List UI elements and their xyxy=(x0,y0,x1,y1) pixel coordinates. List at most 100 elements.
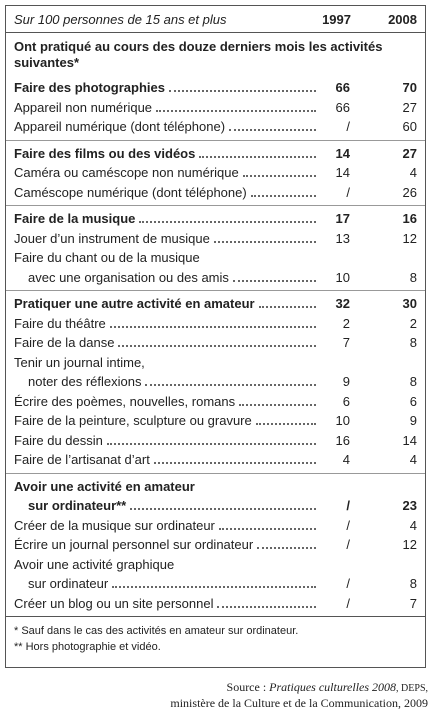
source-line2: ministère de la Culture et de la Communi… xyxy=(170,696,428,710)
row: Pratiquer une autre activité en amateur 3… xyxy=(6,294,425,314)
cell-value: / xyxy=(346,498,350,513)
row-line: Faire du dessin 16 14 xyxy=(14,431,417,451)
header-caption: Sur 100 personnes de 15 ans et plus xyxy=(14,11,227,27)
group: Faire de la musique 17 16 Jouer d’un instru… xyxy=(6,205,425,290)
cell-value: 8 xyxy=(409,576,417,591)
dot-leader xyxy=(258,306,316,308)
table-box: Sur 100 personnes de 15 ans et plus 1997… xyxy=(5,5,426,668)
row-label: Faire des photographies xyxy=(14,80,165,95)
cell-value: 14 xyxy=(335,165,350,180)
cell-value: 12 xyxy=(402,537,417,552)
row-line: Faire de la musique 17 16 xyxy=(14,209,417,229)
cell-value: 12 xyxy=(402,230,417,246)
dot-leader xyxy=(130,508,316,510)
row-line: Faire de la peinture, sculpture ou gravu… xyxy=(14,411,417,431)
dot-leader xyxy=(257,547,316,549)
cell-value: 14 xyxy=(402,432,417,448)
cell-value: 8 xyxy=(409,374,417,389)
header-row: Sur 100 personnes de 15 ans et plus 1997… xyxy=(6,6,425,33)
cell-value: 7 xyxy=(409,595,417,611)
row-label: Faire de l’artisanat d’art xyxy=(14,452,150,467)
dot-leader xyxy=(168,90,316,92)
cell-value: 4 xyxy=(409,452,417,467)
row-line: Créer un blog ou un site personnel / 7 xyxy=(14,594,417,614)
group: Avoir une activité en amateur sur ordinat… xyxy=(6,472,425,617)
label-line: Faire du chant ou de la musique xyxy=(14,250,200,265)
row: Caméscope numérique (dont téléphone) / 26 xyxy=(6,183,425,203)
label-line: Tenir un journal intime, xyxy=(14,354,145,370)
row: Appareil numérique (dont téléphone) / 60 xyxy=(6,117,425,137)
row-line: Faire des films ou des vidéos 14 27 xyxy=(14,144,417,164)
cell-value: 17 xyxy=(335,211,350,226)
label-line: Avoir une activité graphique xyxy=(14,556,175,572)
cell-value: 6 xyxy=(342,393,350,409)
cell-value: 16 xyxy=(335,432,350,448)
source-org: , DEPS, xyxy=(396,683,428,694)
row: Faire des photographies 66 70 xyxy=(6,78,425,98)
cell-value: / xyxy=(346,119,350,134)
cell-value: 10 xyxy=(335,269,350,285)
cell-value: 2 xyxy=(342,315,350,331)
cell-value: 4 xyxy=(342,452,350,467)
group: Faire des films ou des vidéos 14 27 Caméra … xyxy=(6,139,425,206)
dot-leader xyxy=(112,586,316,588)
cell-value: 8 xyxy=(409,335,417,350)
dot-leader xyxy=(217,605,316,608)
dot-leader xyxy=(118,345,316,347)
row: Faire du théâtre 2 2 xyxy=(6,314,425,334)
dot-leader xyxy=(106,442,316,445)
source-line: Source : Pratiques culturelles 2008, DEP… xyxy=(170,680,428,696)
row: Faire du dessin 16 14 xyxy=(6,431,425,451)
footnote: ** Hors photographie et vidéo. xyxy=(14,641,161,653)
row-line: Créer de la musique sur ordinateur / 4 xyxy=(14,516,417,536)
row-line: Appareil non numérique 66 27 xyxy=(14,98,417,118)
source-label: Source : xyxy=(226,680,267,694)
cell-value: 27 xyxy=(402,145,417,161)
column-header: 2008 xyxy=(388,11,417,27)
row-line: Appareil numérique (dont téléphone) / 60 xyxy=(14,117,417,137)
row: Appareil non numérique 66 27 xyxy=(6,98,425,118)
cell-value: 32 xyxy=(335,296,350,311)
row-line: Faire de la danse 7 8 xyxy=(14,333,417,353)
row-label: Créer de la musique sur ordinateur xyxy=(14,517,215,533)
dot-leader xyxy=(153,462,316,464)
cell-value: 30 xyxy=(402,296,417,311)
cell-value: 7 xyxy=(342,335,350,350)
row-line: Caméra ou caméscope non numérique 14 4 xyxy=(14,163,417,183)
row-label: Faire du dessin xyxy=(14,432,103,448)
row-label: sur ordinateur** xyxy=(28,498,127,513)
row-label: Appareil non numérique xyxy=(14,99,153,115)
dot-leader xyxy=(242,175,316,177)
dot-leader xyxy=(250,194,316,197)
row: Créer un blog ou un site personnel / 7 xyxy=(6,594,425,614)
groups: Faire des photographies 66 70 Appareil non … xyxy=(6,75,425,616)
row-label: sur ordinateur xyxy=(28,576,109,591)
row: Faire de la danse 7 8 xyxy=(6,333,425,353)
row-label: Caméra ou caméscope non numérique xyxy=(14,165,239,180)
cell-value: 16 xyxy=(402,211,417,226)
source: Source : Pratiques culturelles 2008, DEP… xyxy=(170,680,428,711)
cell-value: / xyxy=(346,184,350,200)
cell-value: 23 xyxy=(402,498,417,513)
cell-value: / xyxy=(346,576,350,591)
row-label: Faire des films ou des vidéos xyxy=(14,145,196,161)
row-line: sur ordinateur / 8 xyxy=(14,574,417,594)
group: Faire des photographies 66 70 Appareil non … xyxy=(6,75,425,140)
row-label: Faire de la danse xyxy=(14,335,115,350)
cell-value: 4 xyxy=(409,517,417,533)
column-header: 1997 xyxy=(322,11,351,27)
cell-value: 9 xyxy=(342,374,350,389)
dot-leader xyxy=(109,325,316,328)
row: Écrire un journal personnel sur ordinate… xyxy=(6,535,425,555)
dot-leader xyxy=(156,109,316,112)
cell-value: 10 xyxy=(335,413,350,428)
cell-value: / xyxy=(346,595,350,611)
row-line: Pratiquer une autre activité en amateur 3… xyxy=(14,294,417,314)
row-label: Jouer d’un instrument de musique xyxy=(14,230,210,246)
dot-leader xyxy=(229,129,316,131)
cell-value: 66 xyxy=(335,80,350,95)
label-line: Avoir une activité en amateur xyxy=(14,478,195,494)
row: Avoir une activité graphique sur ordinate… xyxy=(6,555,425,594)
cell-value: 2 xyxy=(409,315,417,331)
